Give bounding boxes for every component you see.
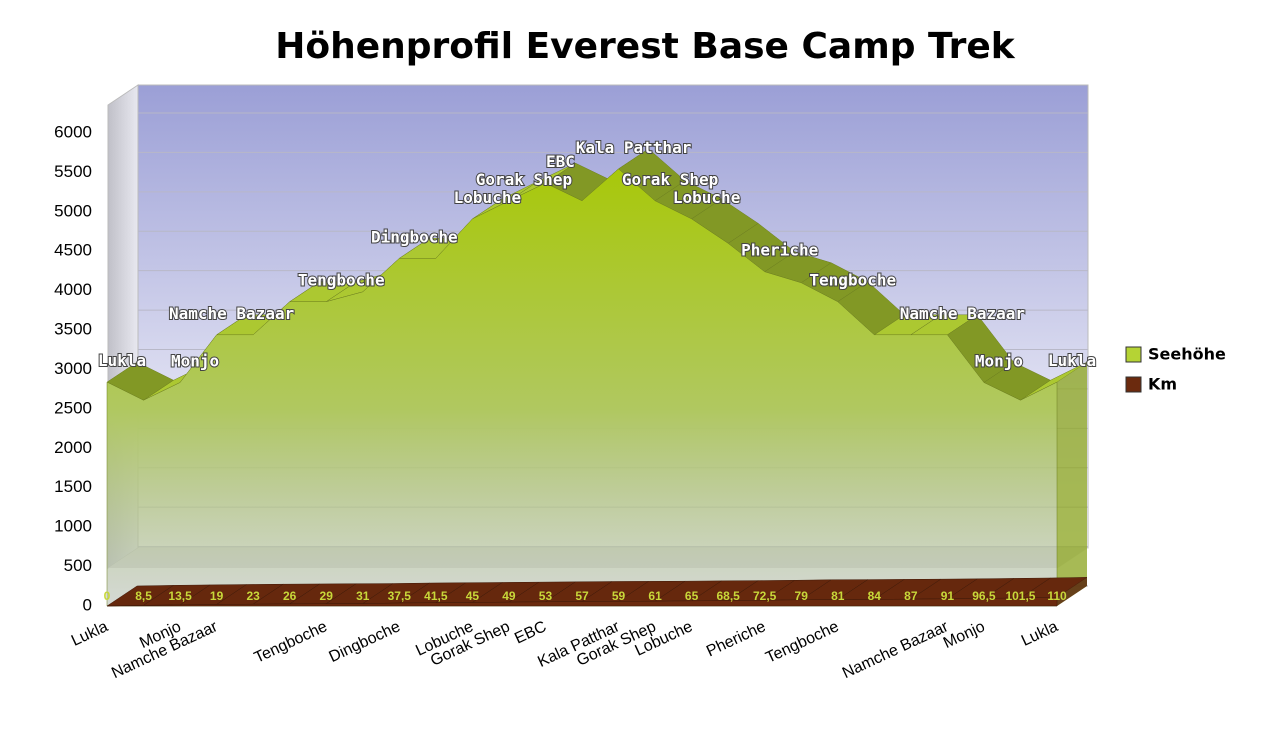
x-tick-label: Pheriche	[704, 618, 769, 660]
data-label: 84	[868, 589, 882, 603]
legend-swatch	[1125, 346, 1142, 363]
legend-label: Seehöhe	[1148, 345, 1226, 364]
data-label: Namche Bazaar	[169, 304, 294, 323]
y-tick-label: 500	[64, 556, 92, 575]
data-label: Lobuche	[673, 188, 740, 207]
legend-label: Km	[1148, 375, 1177, 394]
x-tick-label: Lukla	[69, 618, 111, 650]
y-tick-label: 0	[83, 595, 92, 614]
data-label: Monjo	[975, 352, 1023, 371]
data-label: 53	[539, 589, 553, 603]
x-tick-label: Tengboche	[252, 618, 330, 667]
y-tick-label: 4500	[54, 241, 92, 260]
data-label: 57	[575, 589, 589, 603]
series-area	[106, 577, 1088, 607]
area	[106, 597, 1058, 607]
y-tick-label: 1000	[54, 517, 92, 536]
data-label: 87	[904, 589, 918, 603]
y-tick-label: 5500	[54, 162, 92, 181]
y-tick-label: 6000	[54, 122, 92, 141]
data-label: Kala Patthar	[576, 138, 692, 157]
data-label: Monjo	[171, 352, 219, 371]
series-area	[106, 148, 1088, 607]
x-tick-label: Namche Bazaar	[840, 618, 952, 682]
y-tick-label: 2500	[54, 398, 92, 417]
data-label: Lukla	[98, 351, 146, 370]
data-label: 110	[1047, 589, 1067, 603]
data-label: 59	[612, 589, 626, 603]
data-label: Gorak Shep	[622, 170, 718, 189]
data-label: 65	[685, 589, 699, 603]
y-tick-label: 3500	[54, 320, 92, 339]
data-label: Lobuche	[454, 188, 521, 207]
data-label: 45	[466, 589, 480, 603]
data-label: 26	[283, 589, 297, 603]
area-end-face	[1057, 362, 1087, 606]
data-label: Pheriche	[741, 241, 818, 260]
data-label: 72,5	[753, 589, 777, 603]
data-label: Namche Bazaar	[900, 304, 1025, 323]
data-label: 31	[356, 589, 370, 603]
x-tick-label: Dingboche	[326, 618, 403, 666]
data-label: Tengboche	[809, 271, 896, 290]
data-label: Tengboche	[298, 271, 385, 290]
data-label: 8,5	[135, 589, 152, 603]
data-label: 96,5	[972, 589, 996, 603]
y-tick-label: 4000	[54, 280, 92, 299]
y-tick-label: 2000	[54, 438, 92, 457]
data-label: EBC	[546, 152, 575, 171]
area-end-face	[1057, 577, 1087, 606]
data-label: 37,5	[388, 589, 412, 603]
legend-swatch	[1125, 376, 1142, 393]
data-label: 79	[795, 589, 809, 603]
data-label: 101,5	[1005, 589, 1035, 603]
y-tick-label: 5000	[54, 201, 92, 220]
data-label: 81	[831, 589, 845, 603]
area	[106, 168, 1058, 607]
data-label: 68,5	[716, 589, 740, 603]
y-tick-label: 3000	[54, 359, 92, 378]
x-tick-label: Lukla	[1019, 618, 1061, 650]
data-label: 91	[941, 589, 955, 603]
data-label: 0	[104, 589, 111, 603]
data-label: 29	[320, 589, 334, 603]
x-tick-label: EBC	[512, 618, 549, 647]
data-label: 19	[210, 589, 224, 603]
y-tick-label: 1500	[54, 477, 92, 496]
data-label: Lukla	[1048, 351, 1096, 370]
data-label: 23	[246, 589, 260, 603]
data-label: Dingboche	[371, 227, 458, 246]
data-label: Gorak Shep	[476, 170, 572, 189]
data-label: 49	[502, 589, 516, 603]
chart-title: Höhenprofil Everest Base Camp Trek	[275, 26, 1016, 67]
x-tick-label: Tengboche	[763, 618, 841, 667]
data-label: 13,5	[168, 589, 192, 603]
data-label: 61	[648, 589, 662, 603]
x-tick-label: Monjo	[941, 618, 988, 652]
data-label: 41,5	[424, 589, 448, 603]
